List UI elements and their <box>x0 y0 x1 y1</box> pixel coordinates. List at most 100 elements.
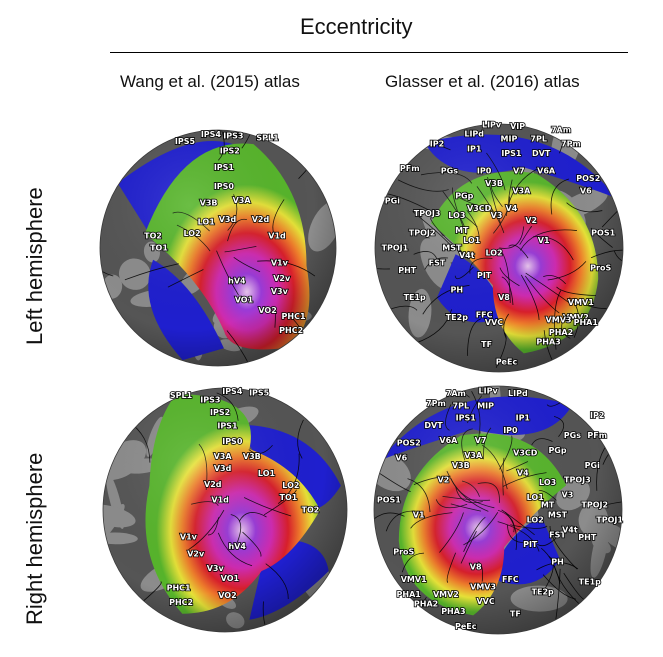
area-label: VO1 <box>221 574 240 583</box>
area-label: PH <box>451 286 464 295</box>
area-label: TO2 <box>301 505 319 514</box>
area-label: FST <box>429 258 446 267</box>
sphere-shading <box>375 124 623 372</box>
area-label: V2d <box>252 215 270 224</box>
area-label: hV4 <box>228 542 246 551</box>
area-label: V3B <box>200 199 218 208</box>
area-label: IPS5 <box>175 137 196 146</box>
area-label: IPS0 <box>214 182 235 191</box>
area-label: IPS4 <box>201 130 222 139</box>
sphere-rim <box>374 123 624 373</box>
area-label: IPS1 <box>214 163 235 172</box>
area-label: TF <box>481 340 492 349</box>
area-label: V3v <box>271 287 289 296</box>
area-label: VIP <box>510 122 525 131</box>
area-label: IPS1 <box>501 149 522 158</box>
area-label: 7Am <box>446 389 466 398</box>
area-label: PHC2 <box>279 326 303 335</box>
area-label: LO1 <box>198 217 216 226</box>
area-label: IP2 <box>430 139 444 148</box>
area-label: PGs <box>564 431 581 440</box>
area-label: V6A <box>537 167 556 176</box>
area-label: TE2p <box>532 587 554 596</box>
area-label: TF <box>510 610 521 619</box>
area-label: VVC <box>476 597 494 606</box>
area-label: PGs <box>441 167 458 176</box>
area-label: 7Am <box>551 126 571 135</box>
area-label: ProS <box>393 548 414 557</box>
title-underline <box>110 52 628 53</box>
area-label: IP1 <box>516 414 531 423</box>
area-label: MT <box>455 226 469 235</box>
area-label: POS1 <box>591 229 615 238</box>
sphere-rim <box>99 129 337 367</box>
area-label: IPS1 <box>217 421 238 430</box>
area-label: MIP <box>501 134 518 143</box>
sphere-rim <box>373 385 623 635</box>
area-label: TO2 <box>144 232 162 241</box>
area-label: TPOJ3 <box>414 209 441 218</box>
figure-title: Eccentricity <box>300 14 413 39</box>
area-label: LO2 <box>485 248 502 257</box>
area-label: V3A <box>512 186 531 195</box>
area-label: PGi <box>385 196 400 205</box>
area-label: LIPv <box>482 121 502 130</box>
area-label: PHA2 <box>414 600 438 609</box>
area-label: V3 <box>562 491 574 500</box>
area-label: VMV3 <box>470 582 496 591</box>
area-label: PGi <box>585 461 600 470</box>
glasser-right-globe: 7Am LIPv LIPd 7Pm 7PL MIP IP2 IPS1 IP1 DVT IP0 PGs P… <box>373 385 624 635</box>
area-label: V1v <box>271 259 289 268</box>
area-label: PFm <box>400 164 420 173</box>
area-label: PFm <box>587 431 607 440</box>
area-label: MT <box>541 501 555 510</box>
area-label: TO1 <box>150 243 168 252</box>
area-label: IP0 <box>477 167 492 176</box>
area-label: MST <box>442 243 462 252</box>
area-label: 7Pm <box>561 139 581 148</box>
area-label: TPOJ1 <box>596 515 623 524</box>
area-label: PHC1 <box>282 312 306 321</box>
area-label: TPOJ3 <box>564 476 591 485</box>
area-label: LIPd <box>464 129 484 138</box>
area-label: IP1 <box>467 144 482 153</box>
area-label: V3B <box>452 461 470 470</box>
area-label: V3d <box>214 464 232 473</box>
area-label: SPL1 <box>170 391 193 400</box>
area-label: ProS <box>590 263 611 272</box>
area-label: V2v <box>273 274 291 283</box>
area-label: VMV1 <box>401 575 427 584</box>
area-label: PeEc <box>496 358 518 367</box>
area-label: POS2 <box>397 439 421 448</box>
area-label: VMV3 <box>546 315 572 324</box>
area-label: LO2 <box>183 229 200 238</box>
sphere-shading <box>100 130 336 366</box>
area-label: VO1 <box>235 295 254 304</box>
area-label: IPS2 <box>220 147 240 156</box>
area-label: 7PL <box>453 401 470 410</box>
area-label: V7 <box>513 167 525 176</box>
column-title-glasser: Glasser et al. (2016) atlas <box>385 72 580 91</box>
area-label: VO2 <box>218 591 236 600</box>
glasser-left-globe: LIPv VIP 7Am LIPd MIP 7PL 7Pm IP2 IP1 IPS1 DVT PFm P… <box>374 120 624 373</box>
area-label: V2d <box>204 480 222 489</box>
area-label: POS1 <box>377 496 401 505</box>
area-label: LO3 <box>539 478 556 487</box>
area-label: IPS1 <box>456 414 477 423</box>
area-label: PeEc <box>455 622 477 631</box>
area-label: IPS3 <box>200 396 220 405</box>
area-label: LO1 <box>463 236 481 245</box>
sphere-rim <box>102 387 348 633</box>
area-label: LO3 <box>448 211 465 220</box>
area-label: VMV2 <box>563 313 589 322</box>
area-label: V3v <box>207 564 225 573</box>
area-label: V8 <box>470 563 482 572</box>
area-label: LO1 <box>258 469 276 478</box>
area-label: SPL1 <box>256 134 279 143</box>
area-label: 7Pm <box>426 399 446 408</box>
area-label: V6 <box>395 453 407 462</box>
area-label: TPOJ2 <box>581 501 608 510</box>
area-label: V1d <box>211 496 229 505</box>
area-label: TE2p <box>446 313 468 322</box>
